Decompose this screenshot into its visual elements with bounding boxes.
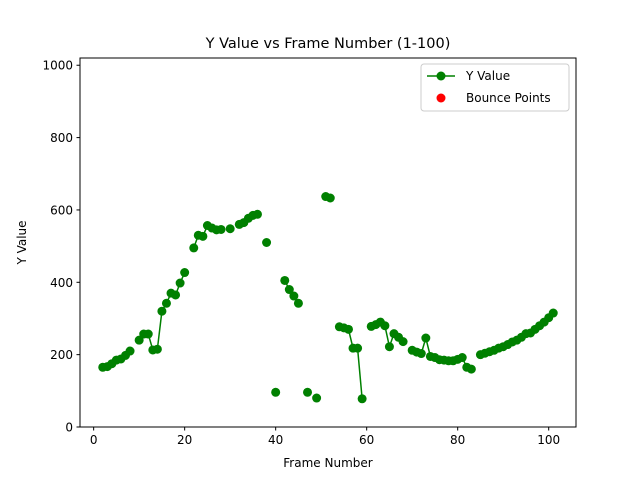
data-point — [171, 290, 181, 300]
data-point — [161, 298, 171, 308]
x-axis: 0 20 40 60 80 100 — [90, 427, 560, 447]
data-point — [189, 243, 199, 253]
legend-marker-bounce-points — [436, 93, 446, 103]
y-tick-label: 0 — [65, 421, 73, 435]
legend-label-y-value: Y Value — [465, 69, 510, 83]
legend: Y Value Bounce Points — [420, 63, 570, 112]
data-point — [216, 224, 226, 234]
data-point — [225, 224, 235, 234]
legend-label-bounce-points: Bounce Points — [466, 91, 551, 105]
data-point — [157, 306, 167, 316]
x-tick-label: 40 — [268, 433, 283, 447]
data-point — [252, 209, 262, 219]
data-point — [180, 268, 190, 278]
data-point — [466, 364, 476, 374]
data-point — [303, 387, 313, 397]
plot-frame — [79, 57, 577, 428]
legend-box — [420, 63, 570, 112]
data-point — [293, 298, 303, 308]
data-point — [152, 344, 162, 354]
data-point — [134, 335, 144, 345]
data-point — [343, 324, 353, 334]
x-axis-label: Frame Number — [283, 456, 372, 470]
data-point — [398, 337, 408, 347]
data-point — [457, 353, 467, 363]
x-tick-label: 100 — [537, 433, 560, 447]
data-point — [325, 193, 335, 203]
y-tick-label: 400 — [50, 276, 73, 290]
x-tick-label: 80 — [450, 433, 465, 447]
x-tick-label: 0 — [90, 433, 98, 447]
data-point — [548, 308, 558, 318]
data-point — [416, 349, 426, 359]
data-point — [143, 329, 153, 339]
y-axis-label: Y Value — [15, 220, 29, 265]
data-point — [357, 394, 367, 404]
x-tick-label: 20 — [177, 433, 192, 447]
plot-area — [79, 57, 577, 428]
data-point — [262, 238, 272, 247]
data-point — [421, 333, 431, 343]
x-tick-label: 60 — [359, 433, 374, 447]
data-point — [384, 342, 394, 352]
data-point — [284, 285, 294, 295]
y-axis: 0 200 400 600 800 1000 — [42, 59, 80, 435]
data-point — [280, 275, 290, 285]
data-point — [271, 387, 281, 397]
y-tick-label: 600 — [50, 203, 73, 217]
data-point — [198, 231, 208, 241]
data-point — [289, 291, 299, 301]
series-layer — [98, 192, 558, 404]
data-point — [380, 321, 390, 331]
y-tick-label: 200 — [50, 348, 73, 362]
data-point — [312, 393, 322, 403]
data-point — [125, 346, 135, 356]
data-point — [353, 343, 363, 353]
y-tick-label: 1000 — [42, 59, 73, 73]
legend-marker-y-value — [436, 71, 446, 81]
data-point — [175, 278, 185, 288]
chart-title: Y Value vs Frame Number (1-100) — [205, 36, 451, 52]
y-tick-label: 800 — [50, 131, 73, 145]
